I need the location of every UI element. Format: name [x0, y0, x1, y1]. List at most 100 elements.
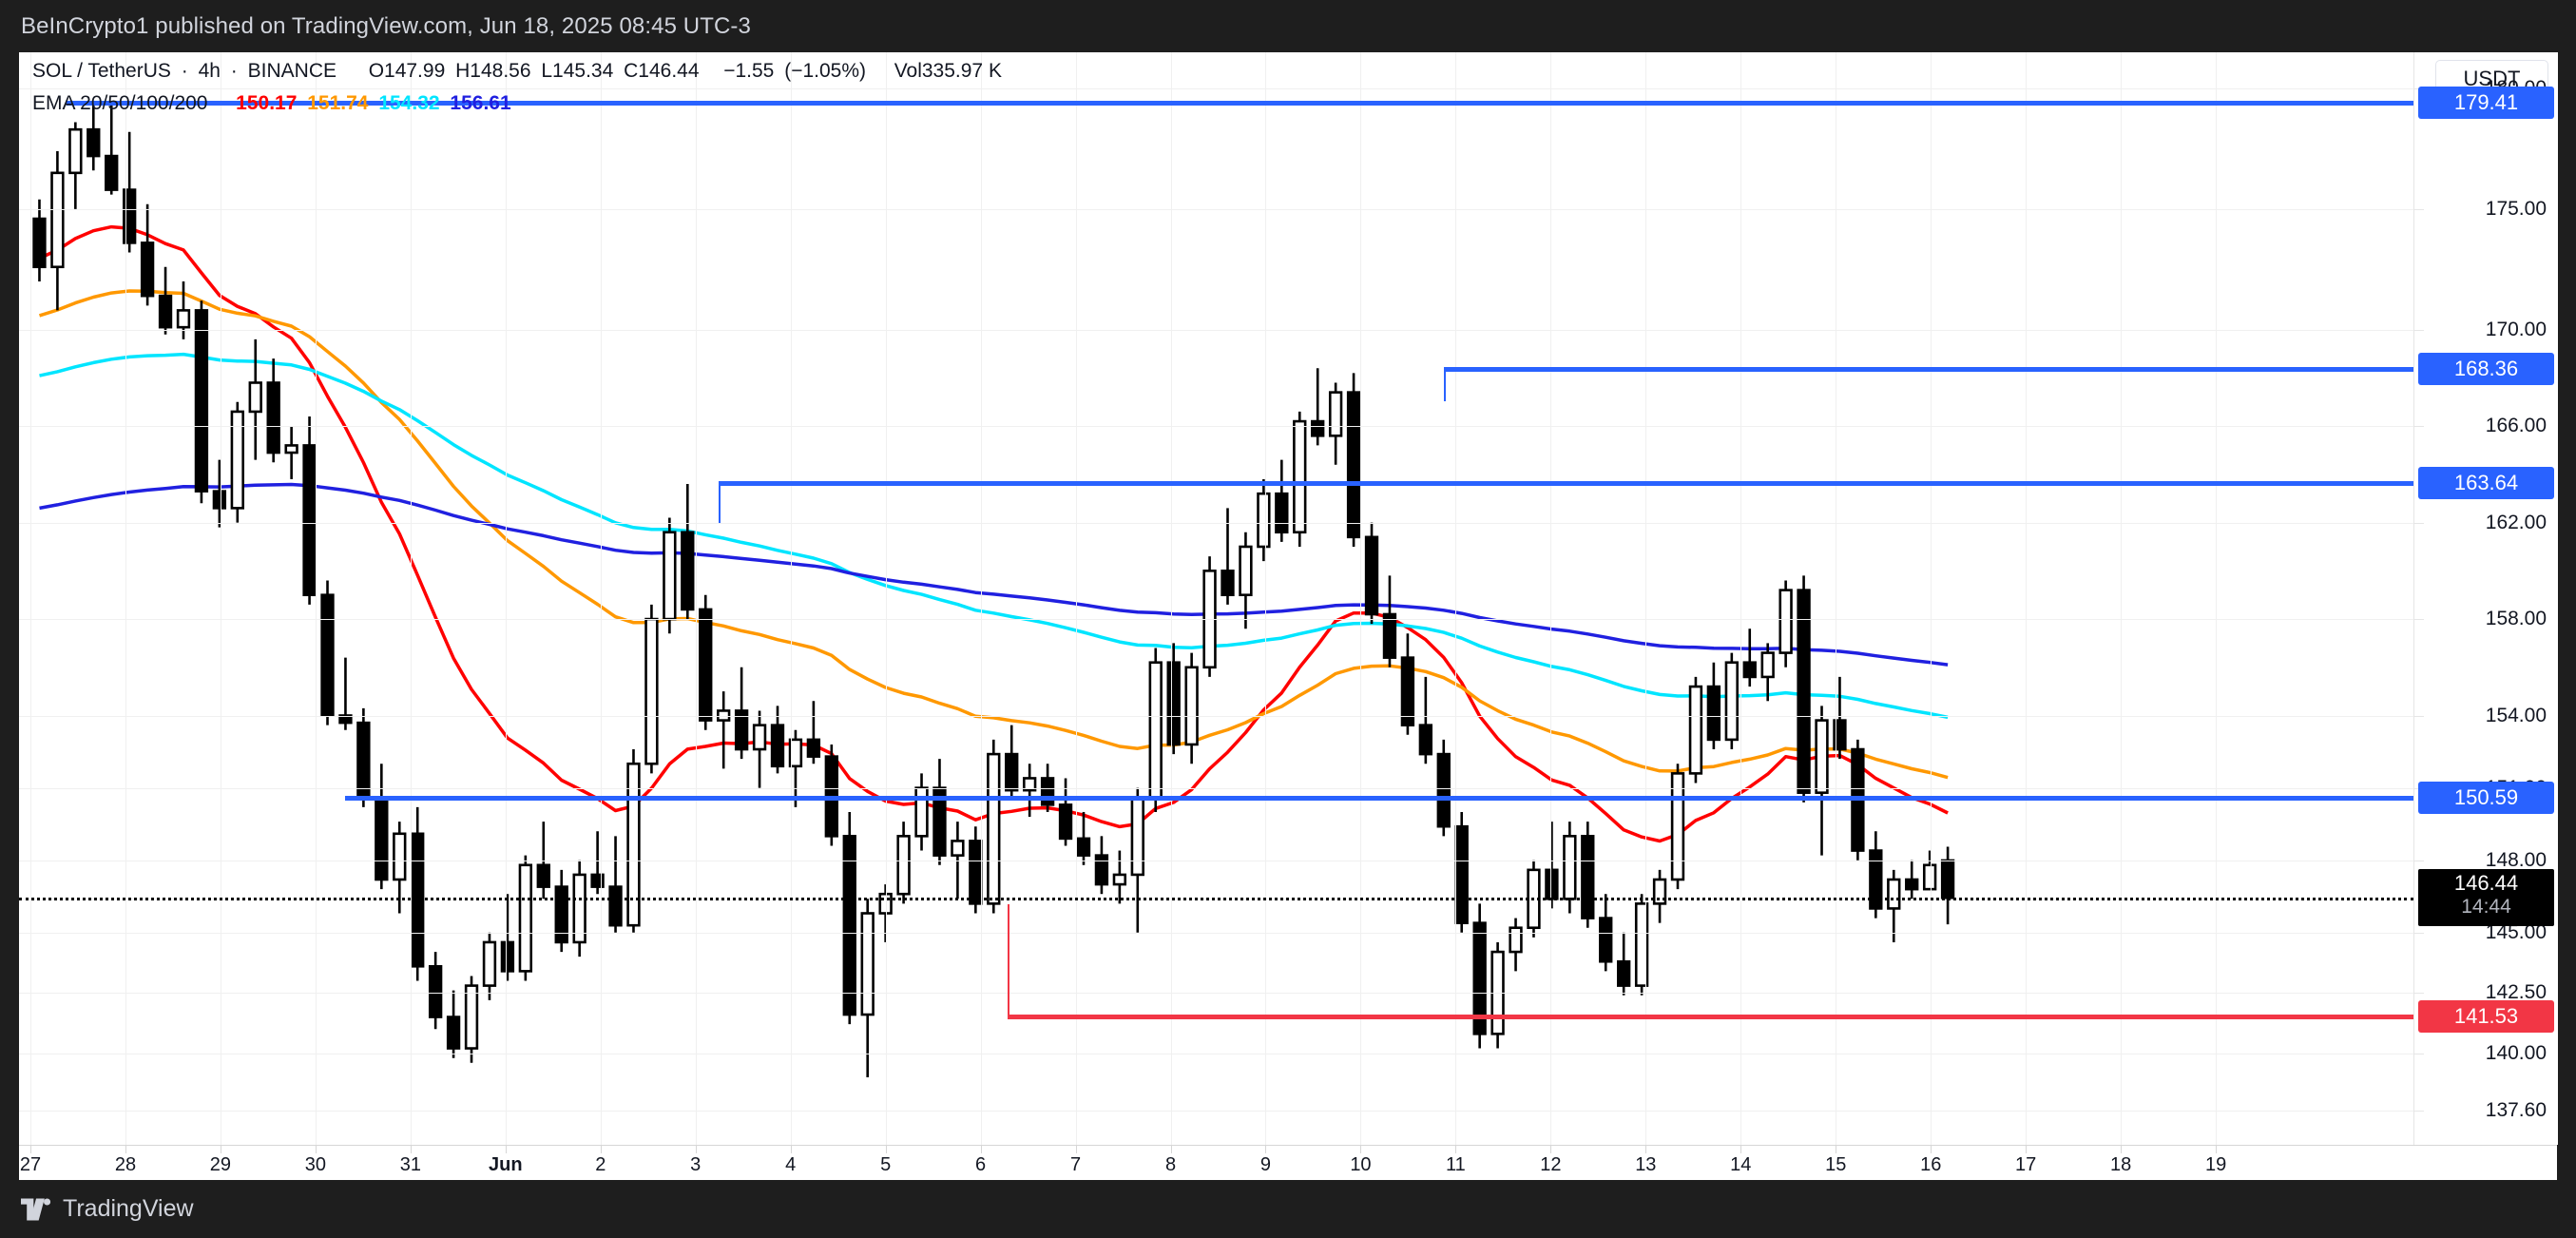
time-tick-mark: [1645, 1146, 1647, 1153]
candlestick: [1724, 652, 1739, 750]
legend-ema-label[interactable]: EMA 20/50/100/200: [32, 92, 208, 114]
level-line-179.41[interactable]: [67, 101, 2413, 106]
gridline-horizontal: [19, 715, 2413, 717]
level-line-141.53[interactable]: [1008, 1014, 2413, 1019]
candlestick: [212, 459, 227, 528]
candlestick: [806, 701, 821, 764]
ema200-line: [39, 482, 1949, 667]
candlestick: [1778, 580, 1793, 667]
time-tick-mark: [790, 1146, 792, 1153]
level-price-marker-141.53[interactable]: 141.53: [2418, 999, 2554, 1033]
level-line-150.59[interactable]: [344, 796, 2413, 801]
gridline-vertical: [1931, 52, 1932, 1145]
last-price-countdown: 14:44: [2461, 896, 2511, 919]
gridline-vertical: [1740, 52, 1742, 1145]
candlestick: [1887, 869, 1901, 942]
time-tick-label: 14: [1730, 1154, 1752, 1175]
gridline-vertical: [2026, 52, 2028, 1145]
time-axis[interactable]: 27 28 29 30 31 Jun 2 3 4 5 6 7 8 9 10 11 12 13 14 15 16 17 18 1…: [19, 1145, 2557, 1181]
level-line-168.36[interactable]: [1443, 367, 2413, 373]
candlestick: [1454, 811, 1469, 933]
candlestick: [266, 358, 280, 463]
price-axis[interactable]: USDT 180.00175.00170.00166.00162.00158.0…: [2413, 52, 2558, 1145]
price-tick-mark: [2414, 208, 2424, 210]
candlestick: [932, 759, 947, 865]
ema50-line: [38, 289, 1949, 780]
gridline-vertical: [1170, 52, 1172, 1145]
time-tick-mark: [1455, 1146, 1457, 1153]
candlestick: [68, 122, 83, 209]
candlestick: [1940, 846, 1955, 925]
candlestick: [356, 707, 371, 807]
last-price-marker[interactable]: 146.44 14:44: [2418, 869, 2554, 927]
candlestick: [32, 199, 47, 281]
candlestick: [626, 749, 641, 933]
candlestick: [1617, 932, 1631, 996]
candlestick: [987, 739, 1001, 914]
level-price-marker-150.59[interactable]: 150.59: [2418, 782, 2554, 814]
candlestick: [734, 667, 749, 760]
candlestick: [446, 990, 461, 1058]
candlestick: [158, 266, 173, 335]
candlestick: [1581, 822, 1595, 928]
gridline-vertical: [695, 52, 697, 1145]
candlestick: [1076, 811, 1091, 865]
gridline-vertical: [505, 52, 507, 1145]
time-tick-label: 2: [595, 1154, 606, 1175]
candlestick: [428, 952, 443, 1030]
candlestick: [500, 894, 515, 981]
gridline-vertical: [1265, 52, 1267, 1145]
level-line-163.64[interactable]: [718, 481, 2413, 486]
level-price-marker-179.41[interactable]: 179.41: [2418, 87, 2554, 119]
legend-exchange: BINANCE: [247, 60, 336, 82]
gridline-vertical: [1455, 52, 1457, 1145]
gridline-vertical: [30, 52, 31, 1145]
time-tick-mark: [1170, 1146, 1172, 1153]
candlestick: [1382, 575, 1397, 667]
candlestick: [1293, 411, 1307, 547]
time-tick-label: 19: [2204, 1154, 2227, 1175]
time-tick-label: 17: [2015, 1154, 2037, 1175]
level-anchor-stem: [1008, 903, 1010, 1016]
legend-volume: Vol335.97 K: [894, 60, 1002, 82]
time-tick-mark: [410, 1146, 412, 1153]
gridline-vertical: [2216, 52, 2218, 1145]
time-tick-label: 5: [880, 1154, 892, 1175]
chart-plot-area[interactable]: [19, 52, 2413, 1145]
candlestick: [860, 899, 875, 1077]
gridline-vertical: [980, 52, 982, 1145]
time-tick-label: 15: [1825, 1154, 1847, 1175]
price-tick-label: 175.00: [2485, 197, 2547, 220]
time-tick-label: Jun: [489, 1154, 523, 1175]
candlestick: [176, 280, 191, 339]
candlestick: [464, 976, 479, 1063]
legend-sep-2: ·: [230, 60, 238, 82]
candlestick: [122, 131, 137, 253]
candlestick: [1670, 764, 1685, 890]
level-price-marker-163.64[interactable]: 163.64: [2418, 467, 2554, 499]
price-tick-label: 154.00: [2485, 704, 2547, 726]
candlestick: [752, 710, 767, 788]
time-tick-mark: [2121, 1146, 2123, 1153]
legend-symbol[interactable]: SOL / TetherUS: [32, 60, 171, 82]
candlestick: [644, 604, 659, 774]
candlestick: [1688, 676, 1703, 783]
price-tick-mark: [2414, 932, 2424, 934]
candlestick: [914, 773, 929, 851]
time-tick-label: 9: [1259, 1154, 1272, 1175]
legend-interval[interactable]: 4h: [198, 60, 221, 82]
price-tick-mark: [2414, 329, 2424, 331]
level-price-marker-168.36[interactable]: 168.36: [2418, 353, 2554, 386]
candlestick: [1257, 478, 1271, 562]
gridline-vertical: [1645, 52, 1647, 1145]
legend-ema200-value: 156.61: [450, 92, 511, 114]
gridline-vertical: [790, 52, 792, 1145]
gridline-vertical: [1550, 52, 1552, 1145]
legend-change-pct: (−1.05%): [784, 60, 866, 82]
candlestick: [1239, 532, 1253, 629]
ema100-line: [39, 352, 1949, 720]
price-tick-mark: [2414, 993, 2424, 995]
candlestick: [302, 416, 317, 605]
gridline-horizontal: [19, 522, 2413, 524]
candlestick: [1221, 508, 1235, 605]
